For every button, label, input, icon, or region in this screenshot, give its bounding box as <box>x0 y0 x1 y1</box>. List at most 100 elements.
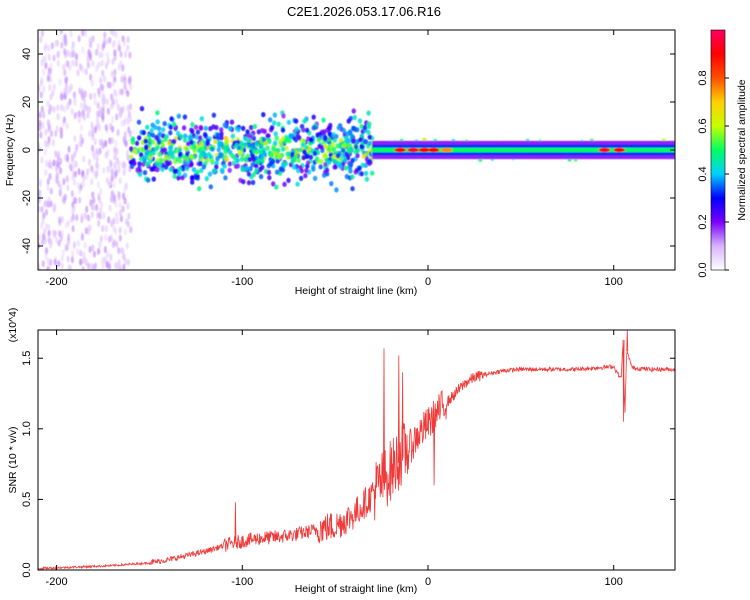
spectrogram-cell <box>358 137 363 143</box>
spectrogram-cell <box>296 157 302 163</box>
spectrogram-cell <box>184 165 189 171</box>
spectrogram-cell <box>278 166 284 172</box>
spectrogram-cell <box>75 214 79 222</box>
spectrogram-cell <box>66 255 70 263</box>
spectrogram-cell <box>102 167 106 174</box>
spectrogram-cell <box>112 217 116 225</box>
spectrogram-cell <box>105 37 109 45</box>
spectrogram-cell <box>144 144 149 150</box>
spectrogram-cell <box>65 221 69 229</box>
spectrogram-cell <box>241 179 246 185</box>
y-tick-label: 40 <box>21 48 33 60</box>
spectrogram-cell <box>348 148 353 154</box>
spectrogram-cell <box>331 132 336 138</box>
spectrogram-cell <box>113 152 118 160</box>
spectrogram-cell <box>91 191 95 199</box>
spectrogram-cell <box>51 139 55 147</box>
spectrogram-cell <box>65 122 69 130</box>
spectrogram-cell <box>234 142 239 149</box>
spectrogram-cell <box>137 171 143 177</box>
spectrogram-cell <box>46 257 50 265</box>
spectrogram-cell <box>157 151 162 157</box>
spectrogram-cell <box>316 137 322 143</box>
y-tick-label: 1.5 <box>21 351 33 366</box>
spectrogram-cell <box>65 174 69 182</box>
spectrogram-peak <box>613 147 626 153</box>
spectrogram-cell <box>70 108 74 116</box>
spectrogram-cell <box>52 232 56 240</box>
spectrogram-cell <box>329 181 334 187</box>
spectrogram-cell <box>111 30 115 37</box>
spectrogram-cell <box>302 118 307 124</box>
spectrogram-cell <box>77 110 81 118</box>
spectrogram-cell <box>172 173 177 179</box>
spectrogram-cell <box>182 137 188 143</box>
spectrogram-cell <box>292 164 297 170</box>
spectrogram-cell <box>103 246 107 254</box>
spectrogram-cell <box>88 54 93 62</box>
spectrogram-cell <box>109 253 113 261</box>
spectrogram-cell <box>271 146 276 152</box>
spectrogram-cell <box>44 169 48 176</box>
spectrogram-cell <box>92 153 96 161</box>
spectrogram-cell <box>184 146 189 152</box>
spectrogram-cell <box>97 61 101 69</box>
spectrogram-cell <box>168 130 173 136</box>
spectrogram-cell <box>114 90 118 98</box>
spectrogram-cell <box>43 237 48 245</box>
spectrogram-cell <box>319 159 324 165</box>
spectrogram-cell <box>304 127 310 133</box>
spectrogram-cell <box>197 186 202 192</box>
spectrogram-cell <box>98 241 102 249</box>
spectrogram-cell <box>151 176 156 182</box>
spectrogram-cell <box>44 128 48 136</box>
spectrogram-cell <box>110 70 114 78</box>
spectrogram-cell <box>46 266 50 270</box>
spectrogram-cell <box>181 125 187 131</box>
spectrogram-cell <box>341 143 347 149</box>
spectrogram-cell <box>362 124 368 130</box>
spectrogram-cell <box>117 247 121 255</box>
spectrogram-cell <box>106 57 110 65</box>
spectrogram-cell <box>350 174 355 180</box>
spectrogram-cell <box>79 249 83 257</box>
spectrogram-cell <box>91 166 95 174</box>
spectrogram-cell <box>78 63 83 71</box>
spectrogram-cell <box>119 215 123 223</box>
spectrogram-cell <box>40 222 44 230</box>
spectrogram-cell <box>305 160 311 166</box>
spectrogram-cell <box>126 36 130 44</box>
spectrogram-cell <box>283 161 289 167</box>
spectrogram-cell <box>83 241 87 249</box>
spectrogram-cell <box>57 180 61 188</box>
spectrogram-cell <box>109 160 113 168</box>
spectrogram-cell <box>76 69 80 77</box>
spectrogram-cell <box>252 123 258 130</box>
spectrogram-cell <box>87 48 91 56</box>
spectrogram-cell <box>124 258 128 265</box>
spectrogram-cell <box>60 254 64 262</box>
spectrogram-cell <box>86 111 90 119</box>
snr-frame <box>37 329 676 571</box>
spectrogram-cell <box>113 227 117 235</box>
spectrogram-cell <box>97 91 102 98</box>
spectrogram-cell <box>149 128 154 134</box>
spectrogram-cell <box>370 170 375 176</box>
spectrogram-cell <box>108 204 112 212</box>
spectrogram-cell <box>276 147 281 153</box>
spectrogram-cell <box>288 133 293 139</box>
spectrogram-cell <box>251 157 256 163</box>
spectrogram-cell <box>129 163 135 170</box>
spectrogram-cell <box>123 228 127 236</box>
spectrogram-cell <box>98 212 102 220</box>
spectrogram-cell <box>211 168 217 174</box>
spectrogram-cell <box>89 40 93 48</box>
spectrogram-cell <box>82 251 86 259</box>
spectrogram-cell <box>324 167 330 173</box>
spectrogram-cell <box>308 154 313 160</box>
spectrogram-cell <box>57 260 61 268</box>
spectrogram-cell <box>56 50 61 58</box>
spectrogram-cell <box>290 151 295 158</box>
spectrogram-cell <box>155 119 160 125</box>
